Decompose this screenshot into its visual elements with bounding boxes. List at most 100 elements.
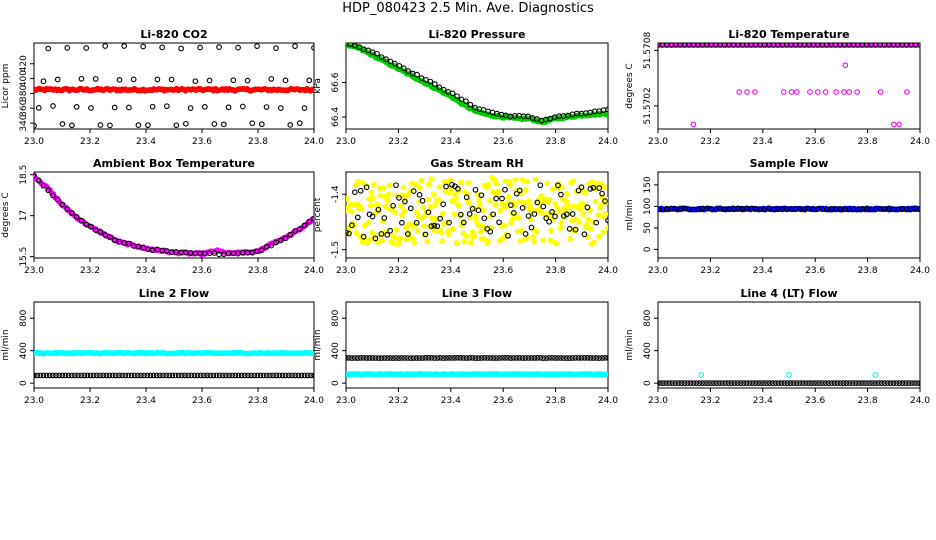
data-point [583, 222, 590, 228]
data-point [477, 201, 483, 208]
data-point [794, 89, 800, 95]
data-point [428, 176, 435, 182]
data-point [896, 121, 902, 128]
data-point [490, 355, 497, 361]
data-point [440, 86, 447, 93]
data-point [463, 355, 470, 361]
x-tick-label: 23.6 [192, 396, 212, 406]
data-point [258, 121, 265, 128]
data-point [424, 238, 431, 244]
data-point [722, 380, 729, 386]
data-point [403, 224, 409, 231]
data-point [179, 372, 185, 379]
data-point [59, 201, 66, 208]
data-point [581, 231, 588, 238]
y-tick-label: 0 [643, 380, 653, 386]
data-point [530, 233, 537, 240]
data-point [427, 203, 434, 210]
data-point [121, 43, 128, 49]
data-point [251, 372, 258, 379]
data-point [658, 380, 664, 386]
data-point [97, 122, 104, 128]
data-point [455, 354, 461, 361]
data-point [56, 372, 63, 379]
data-point [465, 180, 472, 186]
data-point [761, 380, 767, 386]
data-point [478, 355, 485, 361]
plot-frame [657, 171, 921, 259]
data-point [601, 184, 608, 190]
data-point [279, 372, 286, 379]
data-point [557, 225, 564, 232]
data-point [62, 372, 69, 379]
data-point [182, 372, 188, 379]
data-point [917, 206, 920, 213]
data-point [64, 206, 71, 212]
data-point [696, 380, 703, 386]
data-point [576, 219, 583, 226]
data-point [413, 219, 420, 226]
data-point [404, 355, 411, 361]
data-point [369, 213, 376, 220]
data-point [556, 208, 563, 215]
y-tick-label: 360 [19, 99, 29, 116]
data-point [746, 380, 753, 386]
data-point [273, 372, 280, 379]
data-point [605, 355, 608, 361]
x-tick-label: 23.0 [336, 266, 356, 276]
data-point [840, 380, 847, 386]
data-point [560, 355, 567, 361]
data-point [150, 372, 157, 379]
data-point [519, 355, 526, 361]
y-tick-label: 400 [19, 342, 29, 359]
data-point [410, 188, 417, 194]
data-point [784, 380, 791, 386]
data-point [90, 372, 97, 379]
data-point [349, 355, 355, 361]
data-point [693, 380, 700, 386]
data-point [249, 120, 256, 127]
data-point [828, 380, 835, 386]
data-point [807, 89, 813, 95]
data-point [393, 227, 399, 233]
data-point [743, 380, 750, 386]
data-point [201, 372, 207, 379]
data-point [351, 355, 358, 361]
data-point [75, 372, 81, 379]
data-point [587, 355, 594, 361]
data-point [469, 355, 476, 361]
data-point [72, 372, 78, 379]
y-tick-label: 800 [643, 309, 653, 326]
data-point [522, 355, 529, 361]
data-point [878, 380, 885, 386]
data-point [781, 380, 788, 386]
x-tick-label: 23.0 [24, 266, 44, 276]
data-point [793, 380, 800, 386]
data-point [206, 77, 213, 84]
data-point [440, 201, 446, 208]
data-point [239, 103, 246, 110]
data-point [841, 89, 847, 95]
data-point [410, 355, 417, 361]
data-point [396, 355, 402, 361]
data-point [799, 380, 806, 386]
data-point [466, 211, 473, 217]
data-point [399, 355, 405, 361]
data-point [282, 235, 289, 242]
data-point [543, 355, 550, 361]
data-point [749, 380, 756, 386]
data-point [357, 355, 364, 361]
data-point [263, 372, 270, 379]
data-point [599, 190, 605, 197]
data-point [81, 372, 88, 379]
data-point [786, 372, 792, 378]
data-point [138, 372, 144, 379]
panel-6: Sample Flow ml/min 23.0 23.2 23.4 23.6 23.8 24.… [625, 157, 930, 276]
y-tick-label: 380 [19, 85, 29, 102]
data-point [558, 191, 564, 198]
data-point [201, 104, 208, 110]
data-point [435, 197, 442, 203]
data-point [904, 89, 910, 95]
data-point [311, 215, 314, 222]
y-axis-label: degrees C [1, 192, 11, 237]
